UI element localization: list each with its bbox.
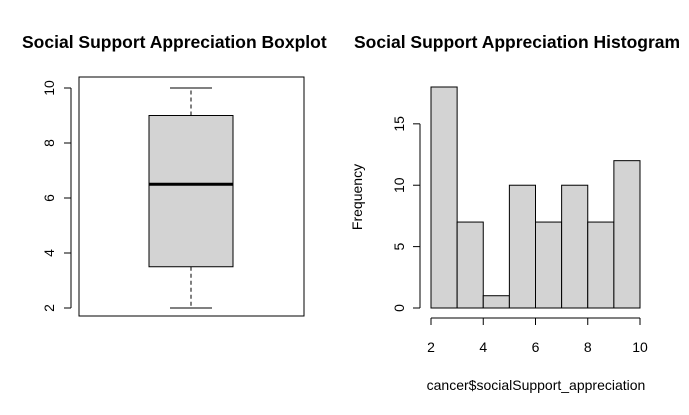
histogram-x-tick-label: 6 [532, 339, 540, 355]
histogram-y-tick-label: 10 [391, 177, 407, 193]
histogram-title: Social Support Appreciation Histogram [354, 32, 680, 52]
boxplot-marks [148, 87, 234, 309]
histogram-bar [482, 295, 510, 309]
histogram-bar [508, 184, 536, 309]
boxplot-y-tick-label: 8 [41, 139, 57, 147]
boxplot-box [148, 115, 234, 268]
boxplot-panel: Social Support Appreciation Boxplot 2 4 6 8… [22, 32, 327, 317]
histogram-bar [456, 221, 484, 309]
histogram-bar [561, 184, 589, 309]
histogram-x-tick-label: 10 [632, 339, 648, 355]
histogram-x-axis-label: cancer$socialSupport_appreciation [427, 377, 646, 393]
boxplot-y-tick-label: 2 [41, 304, 57, 312]
boxplot-y-tick-label: 10 [41, 80, 57, 96]
boxplot-y-tick-label: 6 [41, 194, 57, 202]
histogram-x-tick-label: 2 [427, 339, 435, 355]
histogram-bar [613, 160, 641, 309]
histogram-bar [587, 221, 615, 309]
boxplot-y-axis: 2 4 6 8 10 [41, 80, 72, 312]
boxplot-title: Social Support Appreciation Boxplot [22, 32, 327, 52]
histogram-y-tick-label: 15 [391, 116, 407, 132]
histogram-x-tick-label: 4 [479, 339, 487, 355]
histogram-panel: Social Support Appreciation Histogram 2 4… [349, 32, 680, 393]
histogram-y-axis: 0 5 10 15 [391, 116, 421, 312]
boxplot-plot-frame [78, 76, 305, 317]
histogram-x-tick-label: 8 [584, 339, 592, 355]
histogram-bar [535, 221, 563, 309]
boxplot-y-tick-label: 4 [41, 249, 57, 257]
histogram-x-axis: 2 4 6 8 10 [427, 317, 648, 355]
histogram-bars [430, 86, 641, 309]
histogram-bar [430, 86, 458, 309]
histogram-y-tick-label: 5 [391, 243, 407, 251]
histogram-y-axis-label: Frequency [349, 164, 365, 230]
histogram-y-tick-label: 0 [391, 304, 407, 312]
